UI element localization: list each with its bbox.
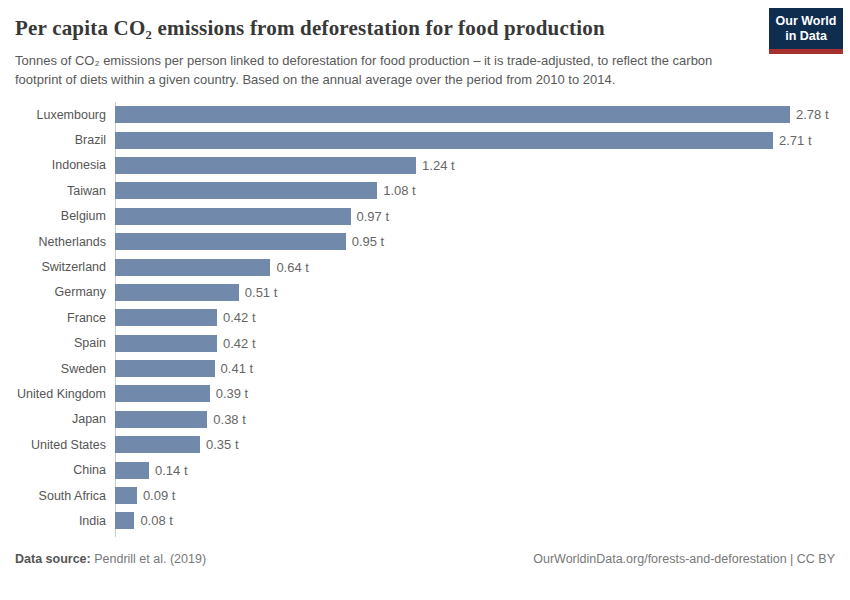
country-label: Switzerland	[15, 260, 115, 274]
bar-row: South Africa 0.09 t	[15, 483, 835, 508]
bar[interactable]	[115, 106, 790, 123]
bar[interactable]	[115, 182, 377, 199]
bar-row: Sweden 0.41 t	[15, 356, 835, 381]
bar[interactable]	[115, 233, 346, 250]
chart-subtitle: Tonnes of CO₂ emissions per person linke…	[15, 52, 762, 89]
bar[interactable]	[115, 385, 210, 402]
footer-link: OurWorldinData.org/forests-and-deforesta…	[533, 552, 835, 566]
bar-zone: 1.08 t	[115, 178, 835, 203]
data-source-value: Pendrill et al. (2019)	[91, 552, 206, 566]
value-label: 0.14 t	[155, 463, 188, 478]
bar[interactable]	[115, 132, 773, 149]
value-label: 0.35 t	[206, 437, 239, 452]
bar-zone: 0.42 t	[115, 305, 835, 330]
bar-row: China 0.14 t	[15, 457, 835, 482]
bar-row: Switzerland 0.64 t	[15, 254, 835, 279]
value-label: 0.97 t	[357, 209, 390, 224]
country-label: Spain	[15, 336, 115, 350]
bar-zone: 2.78 t	[115, 102, 835, 127]
value-label: 0.41 t	[221, 361, 254, 376]
value-label: 1.08 t	[383, 183, 416, 198]
owid-logo-line2: in Data	[785, 29, 827, 43]
country-label: India	[15, 514, 115, 528]
bar-zone: 0.97 t	[115, 204, 835, 229]
country-label: South Africa	[15, 489, 115, 503]
owid-chart-page: Per capita CO₂ emissions from deforestat…	[0, 0, 850, 600]
bar-row: United Kingdom 0.39 t	[15, 381, 835, 406]
bar-zone: 0.09 t	[115, 483, 835, 508]
value-label: 0.64 t	[276, 260, 309, 275]
country-label: Taiwan	[15, 184, 115, 198]
bar-row: Brazil 2.71 t	[15, 127, 835, 152]
value-label: 1.24 t	[422, 158, 455, 173]
value-label: 0.08 t	[140, 513, 173, 528]
bar-zone: 0.95 t	[115, 229, 835, 254]
bar[interactable]	[115, 436, 200, 453]
bar-zone: 0.39 t	[115, 381, 835, 406]
bar[interactable]	[115, 208, 351, 225]
country-label: Sweden	[15, 362, 115, 376]
chart-title: Per capita CO₂ emissions from deforestat…	[15, 14, 760, 42]
bar-zone: 0.42 t	[115, 331, 835, 356]
bar-zone: 0.38 t	[115, 407, 835, 432]
bar-row: India 0.08 t	[15, 508, 835, 533]
country-label: United States	[15, 438, 115, 452]
bar-row: Indonesia 1.24 t	[15, 153, 835, 178]
bar[interactable]	[115, 335, 217, 352]
bar[interactable]	[115, 309, 217, 326]
bar[interactable]	[115, 157, 416, 174]
value-label: 0.95 t	[352, 234, 385, 249]
bar[interactable]	[115, 462, 149, 479]
bar[interactable]	[115, 512, 134, 529]
country-label: Indonesia	[15, 158, 115, 172]
country-label: Japan	[15, 412, 115, 426]
value-label: 2.78 t	[796, 107, 829, 122]
value-label: 0.09 t	[143, 488, 176, 503]
chart-footer: Data source: Pendrill et al. (2019) OurW…	[15, 552, 835, 566]
bar-row: Germany 0.51 t	[15, 280, 835, 305]
bar-zone: 2.71 t	[115, 127, 835, 152]
bar[interactable]	[115, 259, 270, 276]
bar-chart: Luxembourg 2.78 t Brazil 2.71 t Indonesi…	[15, 102, 835, 534]
country-label: United Kingdom	[15, 387, 115, 401]
data-source-label: Data source:	[15, 552, 91, 566]
bar-row: Spain 0.42 t	[15, 331, 835, 356]
bar-row: United States 0.35 t	[15, 432, 835, 457]
bar-row: Taiwan 1.08 t	[15, 178, 835, 203]
bar[interactable]	[115, 411, 207, 428]
bar-row: Luxembourg 2.78 t	[15, 102, 835, 127]
bar-row: Belgium 0.97 t	[15, 204, 835, 229]
country-label: Luxembourg	[15, 108, 115, 122]
bar-zone: 0.08 t	[115, 508, 835, 533]
value-label: 0.38 t	[213, 412, 246, 427]
bar-zone: 0.51 t	[115, 280, 835, 305]
country-label: Netherlands	[15, 235, 115, 249]
owid-logo: Our World in Data	[769, 8, 843, 54]
country-label: Belgium	[15, 209, 115, 223]
bar[interactable]	[115, 360, 215, 377]
value-label: 0.51 t	[245, 285, 278, 300]
country-label: Germany	[15, 285, 115, 299]
country-label: France	[15, 311, 115, 325]
value-label: 0.39 t	[216, 386, 249, 401]
bar-zone: 0.41 t	[115, 356, 835, 381]
country-label: Brazil	[15, 133, 115, 147]
bar[interactable]	[115, 487, 137, 504]
value-label: 0.42 t	[223, 310, 256, 325]
bar-zone: 0.14 t	[115, 457, 835, 482]
value-label: 0.42 t	[223, 336, 256, 351]
bar-zone: 0.35 t	[115, 432, 835, 457]
data-source: Data source: Pendrill et al. (2019)	[15, 552, 206, 566]
bar-row: Japan 0.38 t	[15, 407, 835, 432]
owid-logo-line1: Our World	[776, 14, 837, 28]
bar-zone: 0.64 t	[115, 254, 835, 279]
bar-row: Netherlands 0.95 t	[15, 229, 835, 254]
bar-zone: 1.24 t	[115, 153, 835, 178]
bar[interactable]	[115, 284, 239, 301]
country-label: China	[15, 463, 115, 477]
value-label: 2.71 t	[779, 133, 812, 148]
bar-row: France 0.42 t	[15, 305, 835, 330]
